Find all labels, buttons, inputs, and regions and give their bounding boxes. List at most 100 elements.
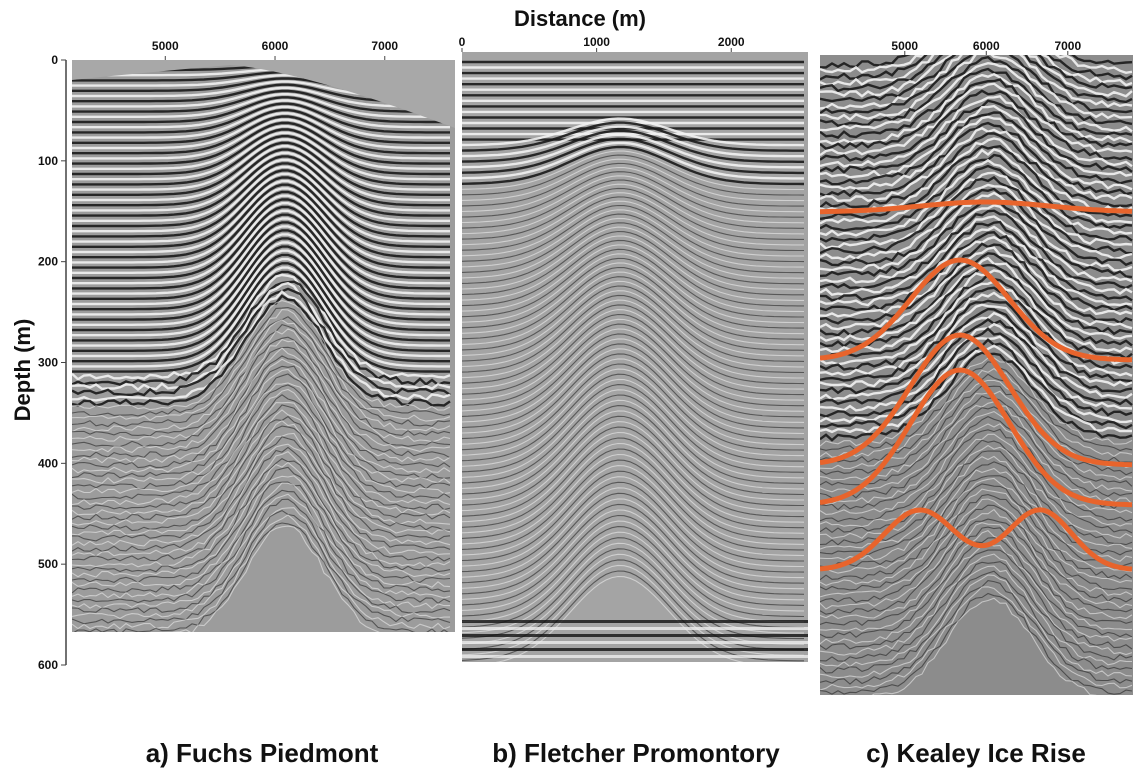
radargram — [72, 60, 455, 632]
reflector — [72, 96, 450, 124]
reflector — [72, 436, 451, 552]
reflector — [462, 453, 805, 545]
reflector — [820, 99, 1133, 175]
reflector — [462, 426, 804, 518]
reflector — [72, 273, 451, 381]
reflector — [820, 164, 1133, 243]
reflector — [462, 117, 805, 147]
reflector — [462, 166, 804, 213]
reflector — [72, 328, 451, 443]
reflector — [462, 133, 804, 169]
x-tick-label: 1000 — [583, 35, 610, 49]
x-tick-label: 2000 — [718, 35, 745, 49]
picked-horizon — [820, 367, 1133, 508]
reflector — [820, 553, 1133, 656]
bed-reflector — [462, 634, 808, 637]
reflector — [72, 319, 451, 433]
reflector — [72, 489, 451, 604]
reflector — [462, 276, 805, 351]
reflector — [72, 217, 450, 306]
reflector — [462, 154, 805, 196]
reflector — [820, 335, 1133, 424]
reflector — [462, 509, 804, 601]
y-tick-label: 400 — [38, 456, 58, 470]
reflector — [820, 488, 1133, 587]
reflector — [462, 244, 805, 313]
reflector — [72, 384, 451, 500]
reflector — [462, 487, 804, 579]
reflector — [462, 294, 805, 374]
reflector — [820, 439, 1133, 534]
x-tick-label: 6000 — [262, 39, 289, 53]
reflector — [72, 270, 450, 373]
reflector — [462, 514, 805, 606]
reflector — [72, 347, 451, 464]
reflector — [820, 147, 1133, 225]
reflector — [72, 300, 451, 411]
reflector — [72, 323, 451, 437]
reflector — [462, 481, 805, 573]
reflector — [462, 421, 805, 512]
reflector — [820, 61, 1133, 133]
reflector — [820, 55, 1133, 127]
reflector — [72, 446, 451, 562]
reflector — [820, 187, 1133, 267]
reflector — [462, 235, 804, 301]
reflector — [72, 443, 451, 557]
reflector — [72, 306, 451, 417]
reflector — [72, 187, 450, 264]
reflector — [72, 316, 451, 428]
reflector — [462, 187, 804, 240]
reflector — [72, 172, 450, 243]
reflector — [820, 357, 1133, 447]
reflector — [462, 150, 804, 191]
x-tick-label: 6000 — [973, 39, 1000, 53]
radargram — [820, 55, 1133, 695]
reflector — [820, 410, 1133, 505]
reflector — [871, 597, 1097, 695]
reflector — [73, 522, 449, 632]
reflector — [462, 183, 805, 235]
reflector — [820, 311, 1133, 401]
reflector — [820, 561, 1133, 662]
reflector — [72, 388, 451, 506]
reflector — [72, 249, 450, 347]
reflector — [72, 281, 451, 392]
reflector — [72, 355, 451, 469]
reflector — [72, 202, 450, 285]
reflector — [462, 125, 804, 158]
reflector — [72, 221, 450, 311]
reflector — [462, 343, 804, 429]
reflector — [72, 128, 450, 176]
reflector — [462, 394, 805, 484]
reflector — [462, 503, 805, 595]
reflector — [820, 549, 1133, 651]
reflector — [462, 448, 804, 540]
reflector — [820, 444, 1133, 539]
reflector — [462, 266, 804, 340]
reflector — [72, 401, 451, 516]
reflector — [72, 309, 451, 422]
reflector — [820, 111, 1133, 186]
reflector — [462, 309, 804, 390]
reflector — [820, 204, 1133, 284]
reflector — [72, 294, 451, 407]
reflector — [72, 409, 451, 526]
reflector — [72, 287, 451, 397]
picked-horizon — [820, 257, 1133, 363]
y-tick-label: 200 — [38, 255, 58, 269]
reflector — [72, 346, 451, 459]
reflector — [462, 290, 804, 368]
reflector — [72, 99, 450, 129]
reflector — [820, 55, 1133, 87]
reflector — [462, 222, 805, 285]
reflector — [72, 481, 451, 594]
reflector — [820, 132, 1133, 209]
reflector — [462, 175, 805, 224]
reflector — [72, 493, 450, 610]
picked-horizon — [820, 199, 1133, 215]
reflector — [462, 492, 805, 584]
reflector — [462, 129, 804, 163]
reflector — [462, 121, 804, 152]
